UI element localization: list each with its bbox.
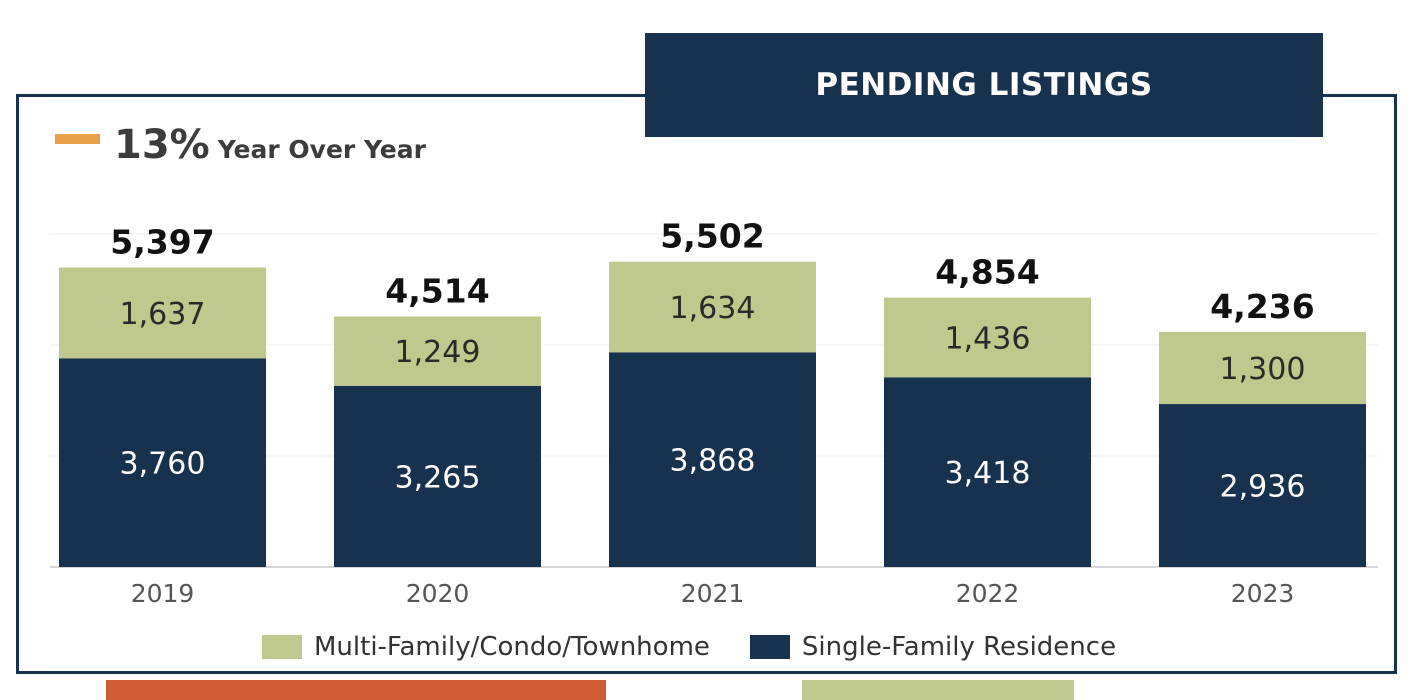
data-label-multi-family-2023: 1,300 <box>1220 352 1306 387</box>
total-label-2021: 5,502 <box>660 217 764 256</box>
data-label-multi-family-2020: 1,249 <box>395 335 481 370</box>
x-tick-2022: 2022 <box>956 579 1020 608</box>
bar-single-family-2021 <box>609 352 816 567</box>
bar-single-family-2023 <box>1159 404 1366 567</box>
bar-multi-family-2023 <box>1159 331 1366 405</box>
chart-legend: Multi-Family/Condo/Townhome Single-Famil… <box>262 632 1156 662</box>
legend-swatch-single-family <box>749 635 790 659</box>
data-label-single-family-2023: 2,936 <box>1220 470 1306 505</box>
legend-item-multi-family: Multi-Family/Condo/Townhome <box>262 632 710 662</box>
bottom-orange-tab <box>106 680 606 700</box>
total-label-2022: 4,854 <box>935 253 1039 292</box>
data-label-single-family-2019: 3,760 <box>120 447 206 482</box>
data-label-multi-family-2021: 1,634 <box>670 291 756 326</box>
total-label-2020: 4,514 <box>385 271 489 310</box>
yoy-summary: 13% Year Over Year <box>55 122 426 168</box>
data-label-single-family-2022: 3,418 <box>945 456 1031 491</box>
bar-single-family-2020 <box>334 385 541 567</box>
yoy-percent: 13% <box>114 122 210 168</box>
bar-multi-family-2019 <box>59 267 266 359</box>
x-tick-2021: 2021 <box>681 579 745 608</box>
x-tick-2023: 2023 <box>1231 579 1295 608</box>
chart-title: PENDING LISTINGS <box>645 33 1323 137</box>
bar-multi-family-2020 <box>334 316 541 386</box>
yoy-label: Year Over Year <box>217 135 426 164</box>
data-label-multi-family-2019: 1,637 <box>120 297 206 332</box>
bar-single-family-2019 <box>59 358 266 567</box>
legend-swatch-multi-family <box>262 635 302 659</box>
total-label-2023: 4,236 <box>1210 287 1314 326</box>
bottom-green-tab <box>802 680 1074 700</box>
data-label-single-family-2021: 3,868 <box>670 444 756 479</box>
bar-multi-family-2021 <box>609 261 816 353</box>
x-tick-2019: 2019 <box>131 579 195 608</box>
legend-item-single-family: Single-Family Residence <box>749 632 1117 662</box>
data-label-multi-family-2022: 1,436 <box>945 321 1031 356</box>
bar-multi-family-2022 <box>884 297 1091 378</box>
total-label-2019: 5,397 <box>110 222 214 261</box>
x-tick-2020: 2020 <box>406 579 470 608</box>
legend-label-single-family: Single-Family Residence <box>801 632 1117 662</box>
bar-single-family-2022 <box>884 377 1091 567</box>
legend-label-multi-family: Multi-Family/Condo/Townhome <box>314 632 710 662</box>
yoy-indicator-dash <box>55 134 100 144</box>
data-label-single-family-2020: 3,265 <box>395 460 481 495</box>
